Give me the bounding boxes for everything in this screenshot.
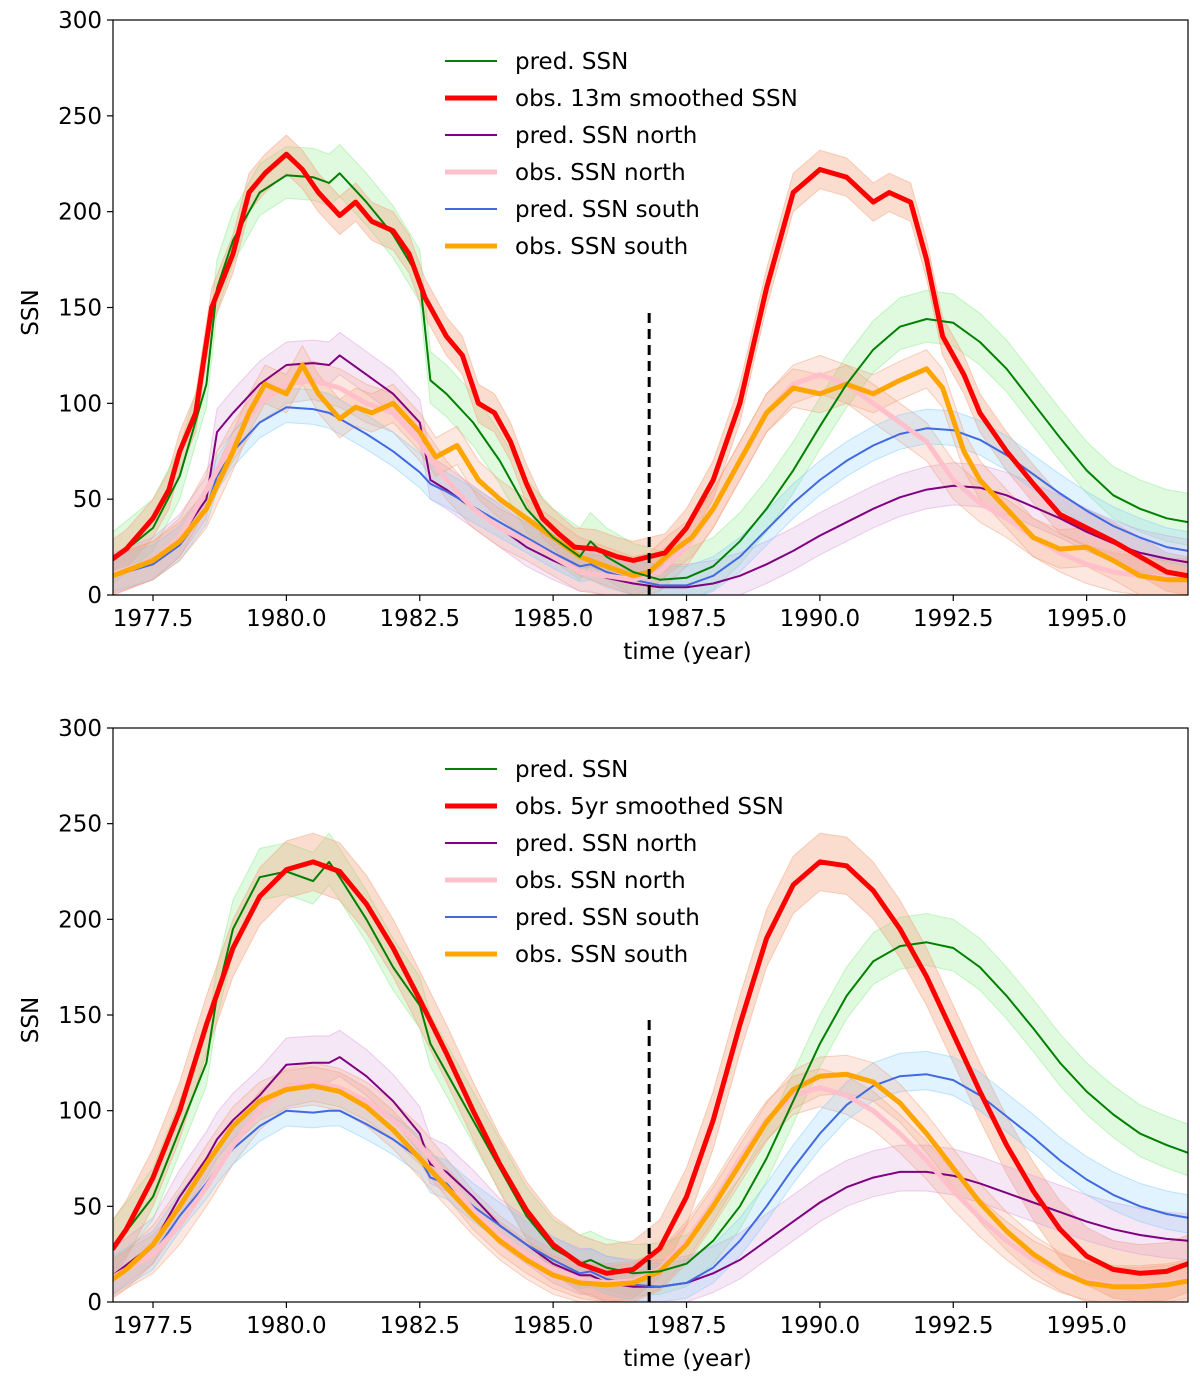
legend-label-pred_south: pred. SSN south xyxy=(515,197,700,223)
legend-label-obs_total: obs. 13m smoothed SSN xyxy=(515,86,798,112)
legend-label-pred_total: pred. SSN xyxy=(515,757,628,783)
plot-area xyxy=(113,832,1188,1302)
x-tick-label: 1985.0 xyxy=(513,606,593,632)
band-pred_total xyxy=(113,143,1188,595)
plot-area xyxy=(113,134,1188,595)
y-tick-label: 150 xyxy=(58,1003,102,1029)
legend: pred. SSN obs. 5yr smoothed SSN pred. SSN … xyxy=(445,757,784,968)
band-obs_total xyxy=(113,134,1188,595)
y-tick-label: 100 xyxy=(58,391,102,417)
y-axis-label: SSN xyxy=(18,289,44,335)
y-tick-label: 250 xyxy=(58,812,102,838)
y-tick-label: 50 xyxy=(73,487,102,513)
y-tick-label: 50 xyxy=(73,1194,102,1220)
y-tick-label: 200 xyxy=(58,907,102,933)
series-line-obs_south xyxy=(113,362,1188,583)
x-tick-label: 1995.0 xyxy=(1046,606,1126,632)
series-line-obs_north xyxy=(113,372,1188,583)
series-line-pred_south xyxy=(113,406,1188,587)
legend-label-pred_total: pred. SSN xyxy=(515,49,628,75)
y-tick-label: 0 xyxy=(87,1290,102,1316)
bottom-panel: 0 50 100 150 200 250 300 1977.5 1980.0 1982.5 1985… xyxy=(18,716,1189,1372)
band-pred_south xyxy=(113,387,1188,595)
y-tick-label: 100 xyxy=(58,1099,102,1125)
band-pred_total xyxy=(113,832,1188,1297)
legend-label-pred_north: pred. SSN north xyxy=(515,123,697,149)
band-pred_north xyxy=(113,1029,1188,1302)
series-line-obs_total xyxy=(113,151,1188,579)
series-line-pred_total xyxy=(113,172,1188,581)
band-obs_north xyxy=(113,354,1188,595)
y-tick-label: 150 xyxy=(58,296,102,322)
legend-label-pred_south: pred. SSN south xyxy=(515,905,700,931)
legend-label-obs_total: obs. 5yr smoothed SSN xyxy=(515,794,784,820)
y-tick-label: 300 xyxy=(58,716,102,742)
y-tick-label: 200 xyxy=(58,200,102,226)
top-panel: 0 50 100 150 200 250 300 1977.5 1980.0 1982.5 1985… xyxy=(18,8,1189,665)
y-axis-label: SSN xyxy=(18,997,44,1043)
x-tick-label: 1992.5 xyxy=(913,1313,993,1339)
x-tick-label: 1987.5 xyxy=(646,606,726,632)
y-tick-label: 300 xyxy=(58,8,102,34)
x-axis-label: time (year) xyxy=(623,639,752,665)
x-tick-label: 1977.5 xyxy=(113,606,193,632)
x-tick-label: 1985.0 xyxy=(513,1313,593,1339)
x-tick-label: 1977.5 xyxy=(113,1313,193,1339)
series-line-pred_south xyxy=(113,1073,1188,1288)
y-tick-label: 0 xyxy=(87,583,102,609)
x-tick-label: 1982.5 xyxy=(380,606,460,632)
legend-label-pred_north: pred. SSN north xyxy=(515,831,697,857)
band-obs_total xyxy=(113,832,1188,1302)
x-tick-label: 1980.0 xyxy=(246,606,326,632)
series-line-obs_south xyxy=(113,1071,1188,1290)
legend: pred. SSN obs. 13m smoothed SSN pred. SSN … xyxy=(445,49,798,260)
legend-label-obs_south: obs. SSN south xyxy=(515,942,688,968)
x-tick-label: 1995.0 xyxy=(1046,1313,1126,1339)
x-tick-label: 1987.5 xyxy=(646,1313,726,1339)
series-line-pred_total xyxy=(113,860,1188,1275)
x-tick-label: 1980.0 xyxy=(246,1313,326,1339)
series-line-obs_total xyxy=(113,859,1188,1276)
x-tick-label: 1982.5 xyxy=(380,1313,460,1339)
x-tick-label: 1992.5 xyxy=(913,606,993,632)
legend-label-obs_south: obs. SSN south xyxy=(515,234,688,260)
y-tick-label: 250 xyxy=(58,104,102,130)
x-tick-label: 1990.0 xyxy=(780,1313,860,1339)
x-tick-label: 1990.0 xyxy=(780,606,860,632)
legend-label-obs_north: obs. SSN north xyxy=(515,868,686,894)
x-axis-label: time (year) xyxy=(623,1346,752,1372)
legend-label-obs_north: obs. SSN north xyxy=(515,160,686,186)
